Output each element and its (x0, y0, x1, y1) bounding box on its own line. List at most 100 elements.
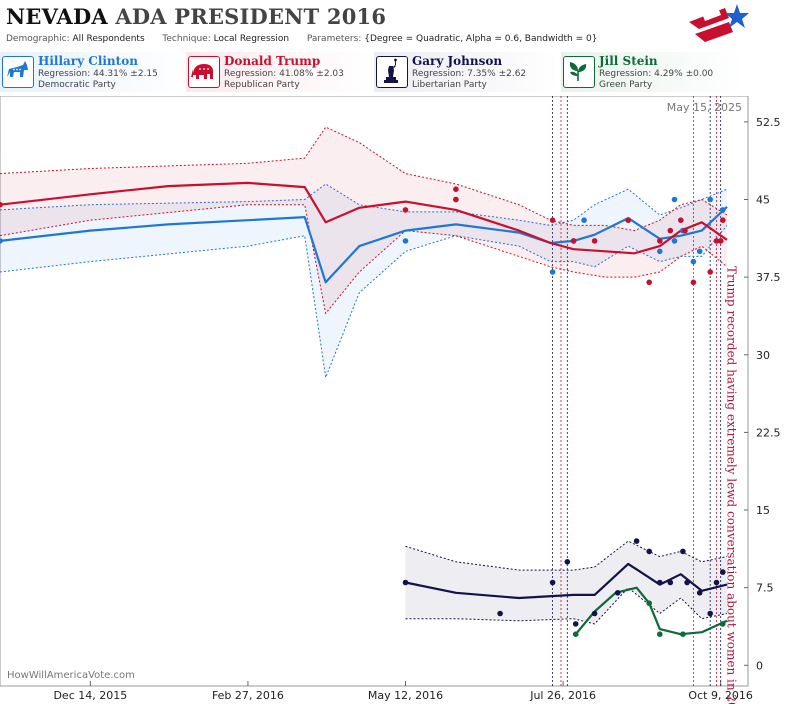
trend-line-gary-johnson (405, 562, 728, 600)
x-tick-label: Jul 26, 2016 (529, 689, 596, 702)
band-upper-gary-johnson (405, 540, 728, 571)
technique-value: Local Regression (213, 34, 290, 44)
y-tick-label: 15 (756, 504, 770, 517)
candidate-party: Republican Party (224, 80, 300, 90)
poll-point-donald-trump (453, 186, 459, 192)
y-tick-label: 30 (756, 349, 770, 362)
band-donald-trump (0, 127, 727, 314)
legend-item-trump: Donald Trump Regression: 41.08% ±2.03 Re… (186, 52, 371, 92)
watermark: HowWillAmericaVote.com (7, 670, 135, 681)
legend-item-johnson: Gary Johnson Regression: 7.35% ±2.62 Lib… (374, 52, 559, 92)
candidate-name: Jill Stein (599, 54, 658, 68)
x-tick-label: May 12, 2016 (368, 689, 443, 702)
poll-point-gary-johnson (549, 579, 556, 586)
poll-point-donald-trump (720, 217, 726, 223)
liberty-statue-icon (376, 56, 408, 88)
technique-label: Technique: (162, 34, 211, 44)
poll-point-gary-johnson (614, 590, 621, 596)
band-lower-donald-trump (0, 204, 728, 315)
demographic-value: All Respondents (72, 34, 145, 44)
poll-point-gary-johnson (720, 569, 726, 575)
band-hillary-clinton (0, 184, 727, 378)
band-upper-hillary-clinton (0, 183, 728, 226)
y-tick-label: 22.5 (756, 426, 781, 439)
poll-point-donald-trump (682, 227, 688, 234)
poll-point-gary-johnson (572, 621, 579, 627)
trend-line-donald-trump (0, 181, 728, 255)
poll-point-donald-trump (549, 217, 556, 223)
band-lower-hillary-clinton (0, 225, 728, 380)
poll-point-gary-johnson (657, 579, 663, 586)
legend-item-stein: Jill Stein Regression: 4.29% ±0.00 Green… (561, 52, 746, 92)
y-tick-label: 37.5 (756, 271, 781, 284)
donkey-icon (2, 56, 34, 88)
legend-item-clinton: Hillary Clinton Regression: 44.31% ±2.15… (0, 52, 185, 92)
poll-point-gary-johnson (633, 538, 640, 544)
poll-point-gary-johnson (646, 548, 652, 555)
poll-point-hillary-clinton (671, 238, 678, 244)
poll-point-hillary-clinton (720, 207, 726, 213)
poll-point-jill-stein (657, 631, 663, 637)
parameters-line: Demographic: All Respondents Technique: … (6, 34, 597, 44)
poll-point-gary-johnson (680, 548, 686, 555)
poll-point-jill-stein (646, 600, 652, 606)
poll-point-jill-stein (680, 631, 686, 637)
poll-point-donald-trump (646, 279, 652, 286)
poll-point-jill-stein (572, 631, 579, 637)
candidate-regression: Regression: 41.08% ±2.03 (224, 69, 344, 79)
poll-chart: 0 7.5 15 22.5 30 37.5 45 52.5 Dec 14, 2015 Feb 2… (0, 96, 781, 704)
trend-line-hillary-clinton (0, 206, 728, 284)
poll-point-gary-johnson (707, 610, 713, 617)
candidate-regression: Regression: 44.31% ±2.15 (38, 69, 158, 79)
poll-point-gary-johnson (667, 579, 674, 586)
candidate-party: Democratic Party (38, 80, 116, 90)
poll-point-hillary-clinton (581, 217, 587, 223)
y-tick-label: 7.5 (756, 582, 774, 595)
state-name: NEVADA (6, 4, 108, 29)
band-gary-johnson (405, 541, 727, 624)
leaf-icon (563, 56, 595, 88)
x-tick-label: Oct 9, 2016 (688, 689, 753, 702)
candidate-party: Libertarian Party (412, 80, 487, 90)
candidate-party: Green Party (599, 80, 653, 90)
event-annotation: Trump recorded having extremely lewd con… (724, 266, 738, 704)
poll-point-hillary-clinton (549, 269, 556, 275)
poll-point-donald-trump (402, 207, 409, 213)
poll-point-jill-stein (720, 621, 726, 627)
candidate-name: Gary Johnson (412, 54, 503, 68)
poll-point-hillary-clinton (690, 258, 697, 265)
poll-point-gary-johnson (402, 579, 409, 586)
poll-point-donald-trump (717, 238, 724, 244)
poll-point-gary-johnson (564, 559, 571, 565)
poll-point-donald-trump (0, 201, 3, 208)
y-tick-label: 52.5 (756, 116, 781, 129)
candidate-regression: Regression: 4.29% ±0.00 (599, 69, 714, 79)
band-upper-donald-trump (0, 126, 728, 232)
poll-point-donald-trump (667, 227, 674, 234)
elephant-icon (188, 56, 220, 88)
poll-point-donald-trump (678, 217, 684, 223)
poll-point-donald-trump (657, 238, 663, 244)
page-title: NEVADA ADA PRESIDENT 2016 (6, 4, 386, 29)
parameters-label: Parameters: (306, 34, 362, 44)
demographic-label: Demographic: (6, 34, 70, 44)
band-lower-gary-johnson (405, 587, 728, 625)
poll-point-hillary-clinton (671, 196, 678, 203)
poll-point-donald-trump (690, 279, 697, 286)
poll-point-donald-trump (570, 238, 577, 244)
plot-frame (0, 96, 749, 687)
x-tick-label: Dec 14, 2015 (53, 689, 127, 702)
poll-point-donald-trump (453, 196, 459, 203)
y-tick-label: 45 (756, 194, 770, 207)
poll-point-hillary-clinton (657, 248, 663, 255)
parameters-value: {Degree = Quadratic, Alpha = 0.6, Bandwi… (364, 34, 598, 44)
current-date: May 15, 2025 (667, 101, 742, 114)
poll-point-gary-johnson (713, 579, 720, 586)
candidate-regression: Regression: 7.35% ±2.62 (412, 69, 527, 79)
poll-point-donald-trump (625, 217, 631, 223)
candidate-name: Hillary Clinton (38, 54, 138, 68)
poll-point-donald-trump (591, 238, 598, 244)
y-tick-label: 0 (756, 659, 763, 672)
poll-point-gary-johnson (497, 610, 503, 617)
poll-point-hillary-clinton (696, 248, 703, 255)
